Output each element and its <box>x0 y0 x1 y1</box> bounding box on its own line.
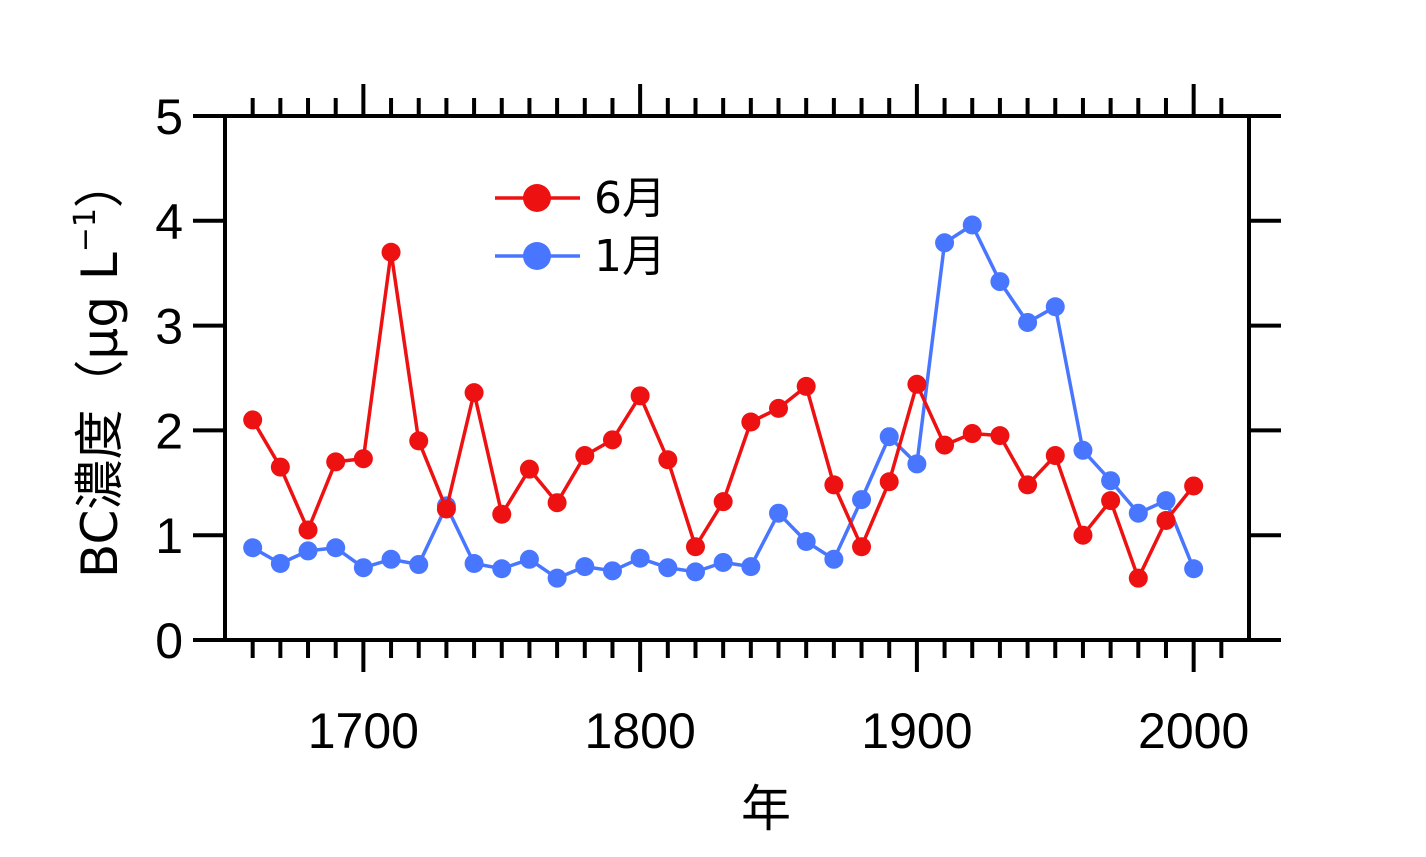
data-point <box>1018 312 1038 332</box>
data-point <box>658 450 678 470</box>
legend-marker <box>523 242 551 270</box>
svg-text:BC濃度（μg L−1）: BC濃度（μg L−1） <box>68 158 129 578</box>
data-point <box>852 490 872 510</box>
data-point <box>409 431 429 451</box>
y-tick-label: 4 <box>155 194 183 250</box>
data-point <box>1128 568 1148 588</box>
data-point <box>935 435 955 455</box>
data-point <box>519 459 539 479</box>
data-point <box>243 410 263 430</box>
y-tick-label: 5 <box>155 89 183 145</box>
data-point <box>326 452 346 472</box>
data-point <box>962 424 982 444</box>
data-point <box>1184 476 1204 496</box>
data-point <box>879 427 899 447</box>
data-point <box>353 558 373 578</box>
legend-marker <box>523 184 551 212</box>
data-point <box>575 446 595 466</box>
data-point <box>243 538 263 558</box>
data-point <box>547 493 567 513</box>
data-point <box>1156 491 1176 511</box>
data-point <box>1073 440 1093 460</box>
data-point <box>602 561 622 581</box>
data-point <box>409 555 429 575</box>
data-point <box>630 386 650 406</box>
data-point <box>1045 297 1065 317</box>
data-point <box>824 475 844 495</box>
data-point <box>852 537 872 557</box>
axis-tick-labels: 0 1 2 3 4 5 1700 1800 1900 2000 <box>155 89 1249 759</box>
data-point <box>492 559 512 579</box>
legend-entry: 6月 <box>495 173 666 224</box>
data-point <box>1045 446 1065 466</box>
y-axis-title: BC濃度（μg L−1） <box>68 158 129 578</box>
data-point <box>990 426 1010 446</box>
data-point <box>796 376 816 396</box>
data-point <box>1156 511 1176 531</box>
data-point <box>630 548 650 568</box>
y-tick-label: 1 <box>155 508 183 564</box>
y-axis-title-exponent: −1 <box>68 208 103 252</box>
data-point <box>436 499 456 519</box>
data-point <box>1184 559 1204 579</box>
data-point <box>796 531 816 551</box>
data-point <box>1018 475 1038 495</box>
x-axis-title: 年 <box>741 780 791 838</box>
data-point <box>769 398 789 418</box>
data-point <box>907 454 927 474</box>
y-axis-title-close: ） <box>71 158 129 208</box>
data-point <box>492 504 512 524</box>
plot-frame <box>223 114 1251 642</box>
data-point <box>658 558 678 578</box>
x-tick-label: 1800 <box>585 703 696 759</box>
data-point <box>270 553 290 573</box>
data-point <box>769 503 789 523</box>
series-june <box>243 242 1204 588</box>
data-point <box>1073 525 1093 545</box>
data-point <box>990 272 1010 292</box>
data-point <box>1128 503 1148 523</box>
data-point <box>326 538 346 558</box>
data-point <box>270 457 290 477</box>
data-point <box>298 541 318 561</box>
data-point <box>298 520 318 540</box>
data-point <box>935 233 955 253</box>
data-point <box>602 430 622 450</box>
data-point <box>713 492 733 512</box>
data-point <box>879 472 899 492</box>
legend-label: 1月 <box>594 231 666 282</box>
data-point <box>353 449 373 469</box>
y-tick-label: 0 <box>155 613 183 669</box>
x-tick-label: 2000 <box>1138 703 1249 759</box>
legend-entry: 1月 <box>495 231 666 282</box>
y-tick-label: 2 <box>155 403 183 459</box>
y-tick-label: 3 <box>155 299 183 355</box>
legend-label: 6月 <box>594 173 666 224</box>
series-january <box>243 215 1204 588</box>
y-axis-title-main: BC濃度（μg L <box>71 252 129 578</box>
data-point <box>381 242 401 262</box>
data-point <box>464 553 484 573</box>
data-point <box>741 412 761 432</box>
data-point <box>464 383 484 403</box>
data-point <box>685 537 705 557</box>
x-tick-label: 1900 <box>861 703 972 759</box>
plot-series <box>243 215 1204 588</box>
data-point <box>1101 491 1121 511</box>
data-point <box>381 549 401 569</box>
data-point <box>824 549 844 569</box>
data-point <box>685 562 705 582</box>
data-point <box>519 549 539 569</box>
axis-ticks <box>193 84 1281 672</box>
data-point <box>962 215 982 235</box>
data-point <box>713 552 733 572</box>
data-point <box>907 374 927 394</box>
data-point <box>741 557 761 577</box>
data-point <box>1101 471 1121 491</box>
x-tick-label: 1700 <box>308 703 419 759</box>
data-point <box>547 568 567 588</box>
data-point <box>575 557 595 577</box>
